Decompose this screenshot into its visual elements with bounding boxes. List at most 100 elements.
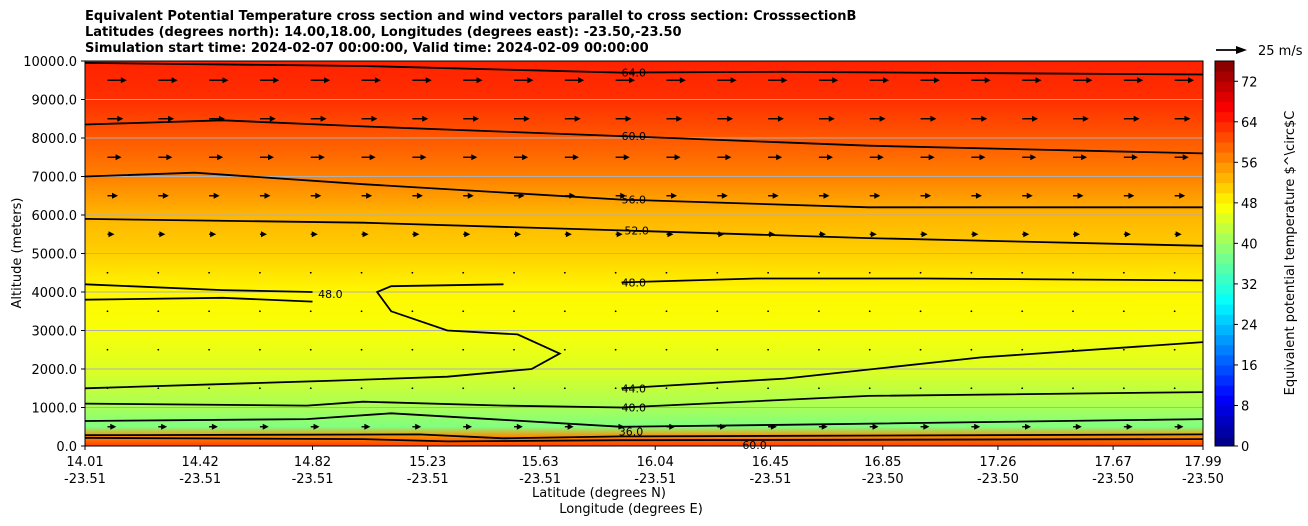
- wind-vector-head: [819, 231, 826, 238]
- colorbar-segment: [1215, 243, 1234, 254]
- wind-vector-head: [518, 192, 525, 199]
- wind-vector-head: [464, 231, 471, 238]
- wind-vector-dot: [411, 271, 414, 274]
- wind-vectors: [106, 77, 1195, 430]
- x-tick-label-lat: 14.82: [294, 455, 331, 470]
- wind-vector-dot: [411, 348, 414, 351]
- wind-vector-head: [623, 154, 630, 161]
- contour-label: 36.0: [619, 425, 644, 438]
- title-line-1: Equivalent Potential Temperature cross s…: [85, 9, 856, 24]
- colorbar-segment: [1215, 162, 1234, 173]
- x-tick-label-lat: 15.63: [521, 455, 558, 470]
- theta-e-contour: [85, 283, 313, 293]
- colorbar-tick-label: 32: [1241, 278, 1258, 293]
- colorbar-label: Equivalent potential temperature $^\circ…: [1283, 111, 1298, 396]
- wind-vector-head: [870, 231, 877, 238]
- wind-vector-dot: [309, 271, 312, 274]
- quiver-key-arrow-head: [1236, 46, 1247, 54]
- wind-vector-head: [1023, 231, 1030, 238]
- wind-vector-head: [874, 192, 881, 199]
- x-tick-label-lat: 17.99: [1184, 455, 1221, 470]
- wind-vector-head: [671, 192, 678, 199]
- quiver-key-label: 25 m/s: [1258, 44, 1303, 59]
- x-tick-label-lon: -23.50: [1092, 472, 1134, 487]
- colorbar-segment: [1215, 142, 1234, 153]
- wind-vector-head: [674, 154, 681, 161]
- wind-vector-dot: [1072, 348, 1074, 351]
- x-tick-label-lon: -23.51: [749, 472, 791, 487]
- wind-vector-dot: [1122, 271, 1125, 274]
- wind-vector-head: [115, 154, 122, 161]
- wind-vector-dot: [1072, 271, 1074, 274]
- colorbar-segment: [1215, 172, 1234, 184]
- colorbar-tick-label: 0: [1241, 440, 1249, 455]
- wind-vector-dot: [767, 387, 770, 390]
- wind-vector-dot: [411, 387, 414, 390]
- wind-vector-head: [162, 192, 169, 199]
- wind-vector-head: [364, 423, 371, 430]
- colorbar-segment: [1215, 61, 1234, 72]
- wind-vector-dot: [208, 387, 211, 390]
- wind-vector-dot: [360, 387, 363, 390]
- theta-e-contour: [85, 283, 562, 390]
- theta-e-contour: [85, 119, 1203, 155]
- wind-vector-dot: [1173, 271, 1176, 274]
- theta-e-contour: [85, 296, 313, 303]
- x-axis-ticks: 14.01 -23.51 14.42 -23.51 14.82 -23.51 15.23 -2…: [64, 446, 1224, 487]
- y-tick-label: 10000.0: [23, 55, 77, 70]
- wind-vector-head: [218, 115, 225, 122]
- y-tick-label: 8000.0: [32, 132, 78, 147]
- wind-vector-head: [975, 192, 982, 199]
- wind-vector-dot: [513, 310, 515, 313]
- colorbar-tick-label: 56: [1241, 156, 1258, 171]
- wind-vector-head: [727, 115, 734, 122]
- colorbar-ticks: 0 8 16 24 32 40 48 56 64 72: [1234, 75, 1258, 455]
- contour-label: 44.0: [622, 382, 647, 395]
- theta-e-contour: [621, 277, 1203, 284]
- wind-vector-dot: [462, 271, 465, 274]
- wind-vector-dot: [309, 310, 312, 313]
- wind-vector-dot: [157, 348, 160, 351]
- wind-vector-head: [832, 77, 839, 84]
- wind-vector-head: [933, 77, 940, 84]
- colorbar-segment: [1215, 91, 1234, 103]
- wind-vector-head: [161, 423, 168, 430]
- colorbar-tick-label: 64: [1241, 116, 1258, 131]
- wind-vector-head: [269, 115, 276, 122]
- wind-vector-dot: [1173, 348, 1176, 351]
- wind-vector-head: [374, 77, 381, 84]
- wind-vector-head: [324, 77, 331, 84]
- wind-vector-head: [1131, 154, 1138, 161]
- wind-vector-head: [620, 192, 627, 199]
- y-tick-label: 4000.0: [32, 286, 78, 301]
- wind-vector-dot: [1072, 387, 1074, 390]
- wind-vector-dot: [665, 387, 668, 390]
- wind-vector-head: [872, 423, 879, 430]
- wind-vector-head: [471, 154, 478, 161]
- wind-vector-head: [522, 154, 529, 161]
- wind-vector-dot: [563, 387, 566, 390]
- wind-vector-head: [112, 192, 119, 199]
- wind-vector-dot: [309, 348, 312, 351]
- wind-vector-dot: [1122, 387, 1125, 390]
- wind-vector-head: [1086, 77, 1093, 84]
- wind-vector-head: [1124, 231, 1131, 238]
- wind-vector-head: [369, 154, 376, 161]
- x-tick-label-lon: -23.50: [862, 472, 904, 487]
- colorbar-frame: [1214, 60, 1235, 447]
- colorbar-segment: [1215, 304, 1234, 315]
- colorbar: [1215, 61, 1234, 447]
- wind-vector-dot: [157, 271, 160, 274]
- wind-vector-head: [676, 115, 683, 122]
- wind-vector-dot: [106, 348, 109, 351]
- theta-e-contour: [85, 62, 1203, 76]
- wind-vector-head: [159, 231, 166, 238]
- wind-vector-dot: [106, 271, 109, 274]
- y-axis-ticks: 0.0 1000.0 2000.0 3000.0 4000.0 5000.0 6000.0 7…: [23, 55, 85, 455]
- wind-vector-dot: [1021, 387, 1024, 390]
- wind-vector-head: [981, 115, 988, 122]
- wind-vector-head: [669, 423, 676, 430]
- wind-vector-dot: [411, 310, 414, 313]
- wind-vector-head: [516, 423, 523, 430]
- colorbar-segment: [1215, 223, 1234, 234]
